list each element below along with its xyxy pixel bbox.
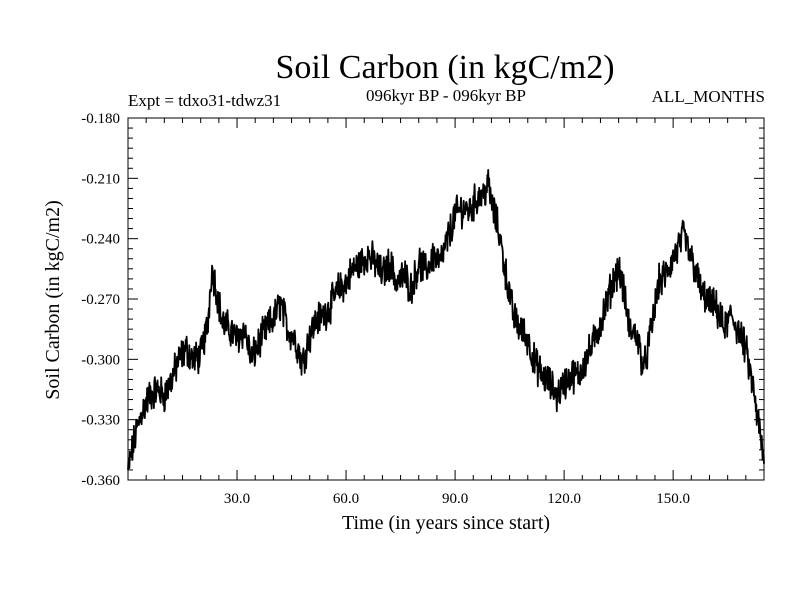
x-tick-label: 60.0 [333, 491, 359, 507]
chart-title: Soil Carbon (in kgC/m2) [275, 49, 614, 86]
x-axis: 30.0 60.0 90.0 120.0 150.0 [145, 118, 747, 507]
x-tick-label: 150.0 [656, 491, 690, 507]
y-axis-label: Soil Carbon (in kgC/m2) [42, 200, 64, 399]
x-tick-label: 90.0 [442, 491, 468, 507]
series-line-soil-carbon [127, 169, 765, 470]
y-tick-label: -0.210 [81, 171, 120, 187]
x-tick-label: 30.0 [224, 491, 250, 507]
y-tick-label: -0.270 [81, 292, 120, 308]
plot-frame [127, 117, 765, 481]
y-tick-label: -0.180 [81, 111, 120, 127]
y-tick-label: -0.240 [81, 232, 120, 248]
y-tick-label: -0.330 [81, 413, 120, 429]
chart-subtitle-left: Expt = tdxo31-tdwz31 [128, 91, 281, 110]
plot-area [127, 117, 765, 481]
chart-subtitle-center: 096kyr BP - 096kyr BP [366, 86, 526, 105]
y-tick-label: -0.360 [81, 473, 120, 489]
y-tick-label: -0.300 [81, 352, 120, 368]
x-tick-label: 120.0 [547, 491, 581, 507]
x-axis-label: Time (in years since start) [342, 512, 550, 534]
chart-subtitle-right: ALL_MONTHS [652, 87, 765, 106]
y-axis: -0.360 -0.330 -0.300 -0.270 -0.240 -0.210 -0.1… [81, 111, 764, 489]
